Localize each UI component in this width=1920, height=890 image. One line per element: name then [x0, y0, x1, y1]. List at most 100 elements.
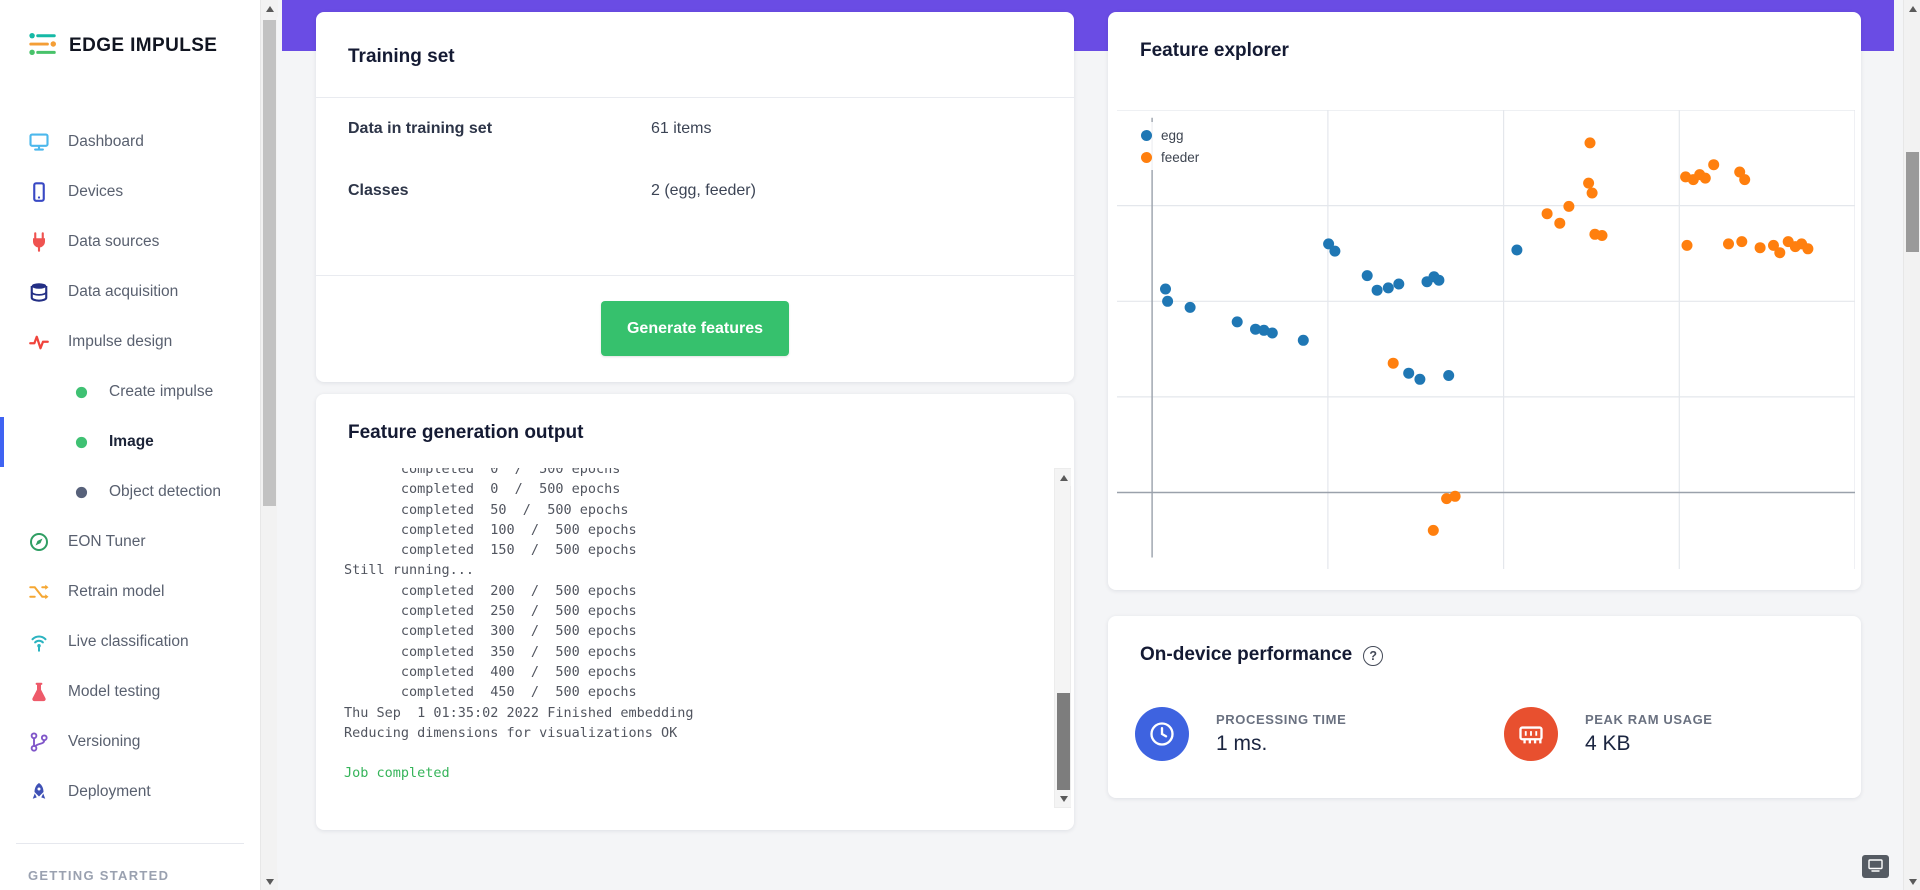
sidebar-divider [16, 843, 244, 844]
sidebar-section-getting-started: GETTING STARTED [28, 868, 170, 883]
sidebar-item-data-acquisition[interactable]: Data acquisition [0, 267, 260, 317]
sidebar-item-impulse-design[interactable]: Impulse design [0, 317, 260, 367]
feature-output-header: Feature generation output [316, 394, 1074, 468]
sidebar-item-label: Create impulse [109, 383, 214, 400]
scatter-plot: egg feeder [1117, 110, 1855, 569]
scroll-down-arrow-icon[interactable] [1055, 790, 1071, 807]
device-icon [28, 182, 49, 203]
sidebar-item-versioning[interactable]: Versioning [0, 717, 260, 767]
table-row: Data in training set 61 items [348, 98, 1042, 160]
training-set-header: Training set [316, 12, 1074, 98]
shuffle-icon [28, 582, 49, 603]
sidebar-item-label: Data sources [68, 233, 160, 250]
bullet-dot-icon [74, 482, 88, 503]
sidebar-item-label: Model testing [68, 683, 161, 700]
training-set-title: Training set [348, 46, 455, 67]
sidebar-item-label: Live classification [68, 633, 189, 650]
clock-icon [1135, 707, 1189, 761]
scroll-up-arrow-icon[interactable] [1904, 0, 1920, 17]
row-label: Classes [348, 182, 409, 199]
sidebar-item-dashboard[interactable]: Dashboard [0, 117, 260, 167]
peak-ram-metric: PEAK RAM USAGE 4 KB [1504, 707, 1713, 761]
sidebar-item-image[interactable]: Image [0, 417, 260, 467]
console-output: completed 0 / 500 epochs completed 0 / 5… [340, 468, 1071, 808]
sidebar-scrollbar[interactable] [260, 0, 278, 890]
console-line: Thu Sep 1 01:35:02 2022 Finished embeddi… [344, 704, 694, 721]
feature-explorer-card: Feature explorer egg feeder [1108, 12, 1861, 590]
console-scrollbar-thumb[interactable] [1057, 693, 1070, 791]
console-line: completed 150 / 500 epochs [344, 542, 637, 559]
sidebar-item-label: Dashboard [68, 133, 144, 150]
divider [316, 275, 1074, 276]
feedback-widget-button[interactable] [1862, 855, 1889, 878]
sidebar-item-live-classification[interactable]: Live classification [0, 617, 260, 667]
edge-impulse-logo-icon [28, 31, 58, 62]
processing-time-metric: PROCESSING TIME 1 ms. [1135, 707, 1346, 761]
logo-text: EDGE IMPULSE [69, 35, 218, 56]
scatter-svg [1117, 110, 1855, 569]
sidebar: EDGE IMPULSE Dashboard Devices Data source… [0, 0, 260, 890]
sidebar-item-model-testing[interactable]: Model testing [0, 667, 260, 717]
sidebar-item-devices[interactable]: Devices [0, 167, 260, 217]
logo[interactable]: EDGE IMPULSE [0, 0, 260, 66]
sidebar-item-label: Image [109, 433, 154, 450]
bullet-dot-icon [74, 382, 88, 403]
branch-icon [28, 732, 49, 753]
legend-item-egg[interactable]: egg [1141, 124, 1199, 146]
console-lines: completed 0 / 500 epochs completed 0 / 5… [344, 468, 1049, 808]
compass-icon [28, 532, 49, 553]
console-line: completed 0 / 500 epochs [344, 468, 621, 477]
console-line: completed 250 / 500 epochs [344, 603, 637, 620]
metric-value: 4 KB [1585, 732, 1631, 755]
sidebar-item-label: Data acquisition [68, 283, 179, 300]
sidebar-item-eon-tuner[interactable]: EON Tuner [0, 517, 260, 567]
monitor-icon [28, 132, 49, 153]
sidebar-scrollbar-thumb[interactable] [263, 20, 276, 506]
sidebar-item-label: EON Tuner [68, 533, 146, 550]
sidebar-item-create-impulse[interactable]: Create impulse [0, 367, 260, 417]
sidebar-item-label: Versioning [68, 733, 141, 750]
scroll-down-arrow-icon[interactable] [261, 873, 278, 890]
generate-features-button[interactable]: Generate features [600, 301, 790, 356]
ram-icon [1504, 707, 1558, 761]
bullet-dot-icon [74, 432, 88, 453]
metric-label: PEAK RAM USAGE [1585, 712, 1713, 727]
scroll-up-arrow-icon[interactable] [261, 0, 278, 17]
table-row: Classes 2 (egg, feeder) [348, 160, 1042, 222]
console-scrollbar[interactable] [1054, 468, 1071, 808]
antenna-icon [28, 632, 49, 653]
legend-label: feeder [1161, 149, 1200, 165]
help-icon[interactable]: ? [1363, 646, 1384, 666]
on-device-performance-card: On-device performance ? PROCESSING TIME … [1108, 616, 1861, 798]
sidebar-item-object-detection[interactable]: Object detection [0, 467, 260, 517]
feature-output-title: Feature generation output [348, 422, 584, 443]
console-line: completed 0 / 500 epochs [344, 481, 621, 498]
console-line: Job completed [344, 765, 450, 782]
console-line [344, 743, 1049, 763]
console-line: completed 450 / 500 epochs [344, 684, 637, 701]
row-value: 2 (egg, feeder) [651, 182, 756, 199]
sidebar-item-label: Object detection [109, 483, 222, 500]
legend-item-feeder[interactable]: feeder [1141, 146, 1199, 168]
scroll-up-arrow-icon[interactable] [1055, 469, 1071, 486]
row-label: Data in training set [348, 120, 493, 137]
performance-title: On-device performance [1140, 644, 1353, 665]
page-scrollbar[interactable] [1903, 0, 1920, 890]
pulse-icon [28, 332, 49, 353]
sidebar-item-label: Impulse design [68, 333, 173, 350]
console-line: Reducing dimensions for visualizations O… [344, 724, 678, 741]
performance-header: On-device performance ? [1108, 616, 1861, 690]
sidebar-item-label: Deployment [68, 783, 151, 800]
sidebar-item-retrain-model[interactable]: Retrain model [0, 567, 260, 617]
chart-legend: egg feeder [1135, 122, 1206, 170]
console-line: completed 350 / 500 epochs [344, 643, 637, 660]
sidebar-item-data-sources[interactable]: Data sources [0, 217, 260, 267]
sidebar-item-deployment[interactable]: Deployment [0, 767, 260, 817]
feature-generation-output-card: Feature generation output completed 0 / … [316, 394, 1074, 830]
scroll-down-arrow-icon[interactable] [1904, 873, 1920, 890]
feedback-icon [1868, 858, 1883, 875]
page-scrollbar-thumb[interactable] [1906, 152, 1919, 252]
sidebar-nav: Dashboard Devices Data sources Data acquisi… [0, 117, 260, 817]
feature-explorer-header: Feature explorer [1108, 12, 1861, 98]
